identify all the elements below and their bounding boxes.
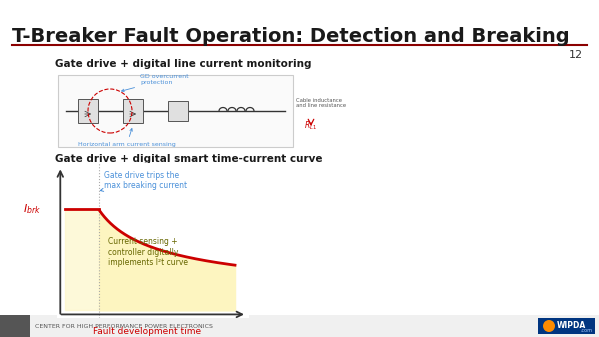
Bar	[0, 315, 30, 337]
Bar	[123, 99, 143, 123]
Text: CENTER FOR HIGH PERFORMANCE POWER ELECTRONICS: CENTER FOR HIGH PERFORMANCE POWER ELECTR…	[35, 324, 213, 329]
Text: WIPDA: WIPDA	[557, 321, 586, 331]
Bar	[58, 75, 293, 147]
Bar	[78, 99, 98, 123]
Bar	[168, 101, 188, 121]
Text: Horizontal arm current sensing: Horizontal arm current sensing	[78, 128, 176, 147]
Text: T-Breaker Fault Operation: Detection and Breaking: T-Breaker Fault Operation: Detection and…	[12, 27, 570, 46]
Text: Current sensing +
controller digitally
implements I²t curve: Current sensing + controller digitally i…	[108, 237, 188, 267]
Text: Fault development time: Fault development time	[93, 327, 201, 336]
Text: Cable inductance
and line resistance: Cable inductance and line resistance	[296, 98, 346, 109]
Text: Gate drive trips the
max breaking current: Gate drive trips the max breaking curren…	[101, 171, 187, 191]
Text: $R_{L1}$: $R_{L1}$	[304, 119, 317, 131]
Text: 12: 12	[569, 50, 583, 60]
Bar	[538, 318, 595, 334]
Bar	[0, 315, 599, 337]
Text: .com: .com	[580, 328, 592, 333]
Text: $I_{brk}$: $I_{brk}$	[23, 202, 42, 216]
Text: Gate drive + digital smart time-current curve: Gate drive + digital smart time-current …	[55, 154, 322, 164]
Text: GD overcurrent
protection: GD overcurrent protection	[122, 74, 189, 92]
Text: Gate drive + digital line current monitoring: Gate drive + digital line current monito…	[55, 59, 311, 69]
Circle shape	[543, 320, 555, 332]
